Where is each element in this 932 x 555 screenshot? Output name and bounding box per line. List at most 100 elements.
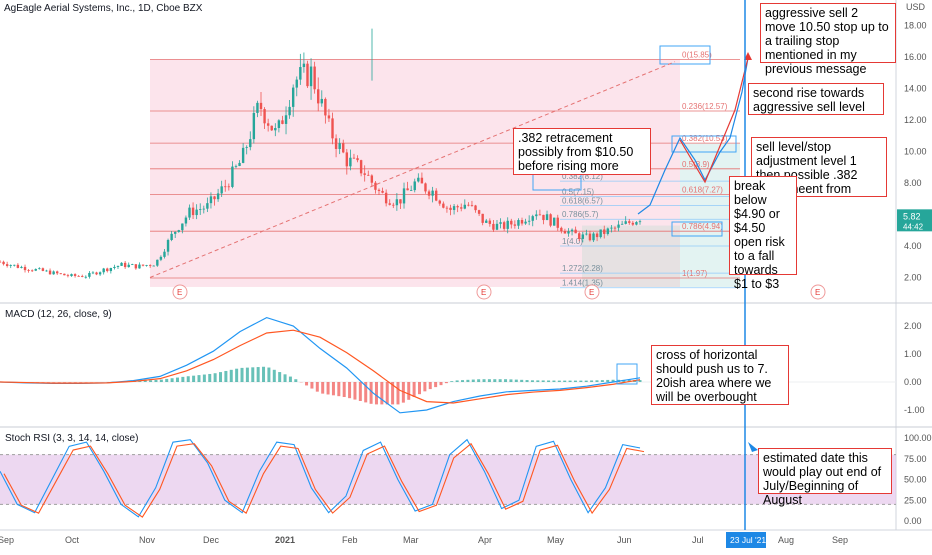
candle-body <box>403 188 405 203</box>
note-macd-cross[interactable]: cross of horizontal should push us to 7.… <box>651 345 789 405</box>
macd-hist-bar <box>434 382 437 387</box>
candle-body <box>160 257 162 260</box>
candle-body <box>514 224 516 225</box>
candle-body <box>582 234 584 239</box>
macd-hist-bar <box>257 367 260 382</box>
stoch-tick-0: 100.00 <box>904 433 932 443</box>
candle-body <box>406 188 408 190</box>
macd-hist-bar <box>396 382 399 404</box>
macd-hist-bar <box>542 380 545 382</box>
candle-body <box>288 107 290 115</box>
candle-body <box>331 118 333 138</box>
candle-body <box>374 183 376 190</box>
candle-body <box>10 265 12 266</box>
price-tick-3: 12.00 <box>904 115 927 125</box>
candle-body <box>360 160 362 173</box>
macd-title: MACD (12, 26, close, 9) <box>5 309 112 320</box>
note-aggressive-sell[interactable]: aggressive sell 2 move 10.50 stop up to … <box>760 3 896 63</box>
candle-body <box>592 234 594 241</box>
macd-hist-bar <box>429 382 432 389</box>
note-382-retracement[interactable]: .382 retracement possibly from $10.50 be… <box>513 128 651 175</box>
macd-hist-bar <box>483 379 486 382</box>
macd-hist-bar <box>531 380 534 382</box>
candle-body <box>460 207 462 208</box>
candle-body <box>253 113 255 139</box>
candle-body <box>67 275 69 276</box>
candle-body <box>0 262 1 263</box>
candle-body <box>557 218 559 228</box>
macd-tick-1: 1.00 <box>904 349 922 359</box>
candle-body <box>496 224 498 230</box>
candle-body <box>321 99 323 103</box>
macd-hist-bar <box>370 382 373 404</box>
macd-hist-bar <box>230 370 233 382</box>
macd-hist-bar <box>488 379 491 382</box>
macd-hist-bar <box>219 372 222 382</box>
candle-body <box>363 173 365 175</box>
candle-body <box>510 221 512 225</box>
macd-tick-0: 2.00 <box>904 321 922 331</box>
candle-body <box>246 147 248 148</box>
macd-hist-bar <box>606 380 609 382</box>
macd-hist-bar <box>289 377 292 382</box>
fib-label-13: 1.414(1.35) <box>562 279 603 288</box>
candle-body <box>371 175 373 182</box>
candle-body <box>185 218 187 224</box>
time-tick-6: Mar <box>403 535 419 545</box>
macd-tick-3: -1.00 <box>904 405 925 415</box>
macd-hist-bar <box>477 379 480 382</box>
price-tick-7: 4.00 <box>904 241 922 251</box>
candle-body <box>38 268 40 269</box>
candle-body <box>249 139 251 147</box>
candle-body <box>81 276 83 277</box>
candle-body <box>267 123 269 125</box>
candle-body <box>242 148 244 163</box>
candle-body <box>35 269 37 271</box>
note-second-rise[interactable]: second rise towards aggressive sell leve… <box>748 83 884 115</box>
candle-body <box>503 222 505 229</box>
candle-body <box>117 266 119 267</box>
macd-hist-bar <box>380 382 383 404</box>
macd-hist-bar <box>520 380 523 382</box>
candle-body <box>17 265 19 268</box>
candle-body <box>431 191 433 196</box>
macd-hist-bar <box>552 381 555 382</box>
macd-hist-bar <box>321 382 324 394</box>
candle-body <box>120 263 122 266</box>
candle-body <box>385 193 387 204</box>
macd-hist-bar <box>423 382 426 391</box>
note-break-below[interactable]: break below $4.90 or $4.50 open risk to … <box>729 176 797 275</box>
note-estimated-date[interactable]: estimated date this would play out end o… <box>758 448 892 494</box>
candle-body <box>367 175 369 176</box>
macd-hist-bar <box>440 382 443 385</box>
macd-hist-bar <box>154 380 157 382</box>
candle-body <box>56 271 58 273</box>
candle-body <box>260 103 262 109</box>
candle-body <box>392 205 394 206</box>
candle-body <box>52 271 54 274</box>
macd-hist-bar <box>579 381 582 382</box>
candle-body <box>599 229 601 237</box>
candle-body <box>596 234 598 238</box>
macd-hist-bar <box>386 382 389 404</box>
macd-hist-bar <box>246 368 249 382</box>
macd-hist-bar <box>472 380 475 382</box>
candle-body <box>567 231 569 233</box>
candle-body <box>628 221 630 223</box>
macd-hist-bar <box>413 382 416 397</box>
candle-body <box>549 214 551 225</box>
macd-hist-bar <box>595 380 598 382</box>
price-tick-1: 16.00 <box>904 52 927 62</box>
macd-hist-bar <box>278 372 281 382</box>
candle-body <box>85 277 87 278</box>
candle-body <box>589 234 591 241</box>
candle-body <box>338 143 340 149</box>
time-tick-3: Dec <box>203 535 220 545</box>
fib-label-8: 0.5(7.15) <box>562 187 594 196</box>
macd-hist-bar <box>149 380 152 382</box>
fib-label-10: 0.786(5.7) <box>562 210 599 219</box>
macd-hist-bar <box>235 369 238 382</box>
candle-body <box>574 230 576 234</box>
candle-body <box>610 228 612 229</box>
